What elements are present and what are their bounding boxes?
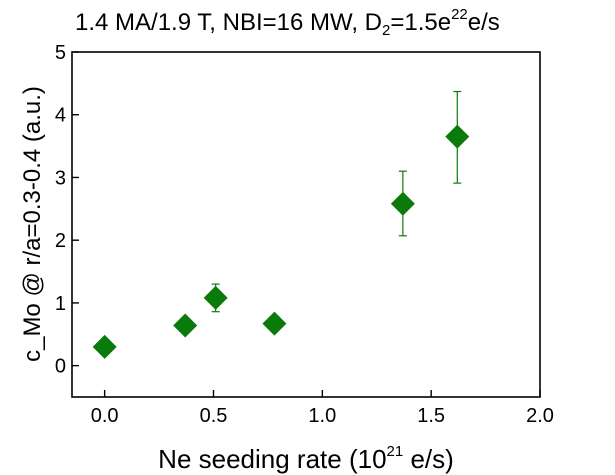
y-tick-label: 3 xyxy=(55,167,66,189)
chart-title: 1.4 MA/1.9 T, NBI=16 MW, D2=1.5e22e/s xyxy=(75,6,500,39)
x-tick-label: 0.5 xyxy=(200,405,228,427)
y-tick-label: 2 xyxy=(55,230,66,252)
plot-area xyxy=(71,51,541,398)
y-axis-label: c_Mo @ r/a=0.3-0.4 (a.u.) xyxy=(19,86,46,362)
data-point xyxy=(173,313,198,338)
chart-title-mid: =1.5e xyxy=(390,9,451,36)
data-point xyxy=(92,334,117,359)
x-axis-label-end: e/s) xyxy=(403,444,454,474)
chart-title-main: 1.4 MA/1.9 T, NBI=16 MW, D xyxy=(75,9,382,36)
axes-frame xyxy=(71,51,541,398)
chart-title-end: e/s xyxy=(468,9,500,36)
x-tick-label: 1.0 xyxy=(308,405,336,427)
chart-title-superscript: 22 xyxy=(451,6,468,23)
x-axis-label-main: Ne seeding rate (10 xyxy=(158,444,386,474)
x-tick-label: 0.0 xyxy=(91,405,119,427)
x-axis: 0.0 0.5 1.0 1.5 2.0 xyxy=(91,390,554,427)
x-tick-label: 1.5 xyxy=(417,405,445,427)
x-axis-label-superscript: 21 xyxy=(387,443,404,460)
y-tick-label: 4 xyxy=(55,105,66,127)
data-series xyxy=(92,90,470,359)
y-tick-label: 5 xyxy=(55,42,66,64)
chart-title-subscript: 2 xyxy=(382,22,390,39)
y-tick-label: 0 xyxy=(55,356,66,378)
data-point xyxy=(445,124,470,149)
data-point xyxy=(203,285,228,310)
data-point xyxy=(390,191,415,216)
data-point xyxy=(262,311,287,336)
x-axis-label: Ne seeding rate (1021 e/s) xyxy=(158,443,454,474)
y-axis: 0 1 2 3 4 5 xyxy=(55,42,79,378)
x-tick-label: 2.0 xyxy=(526,405,554,427)
y-tick-label: 1 xyxy=(55,293,66,315)
